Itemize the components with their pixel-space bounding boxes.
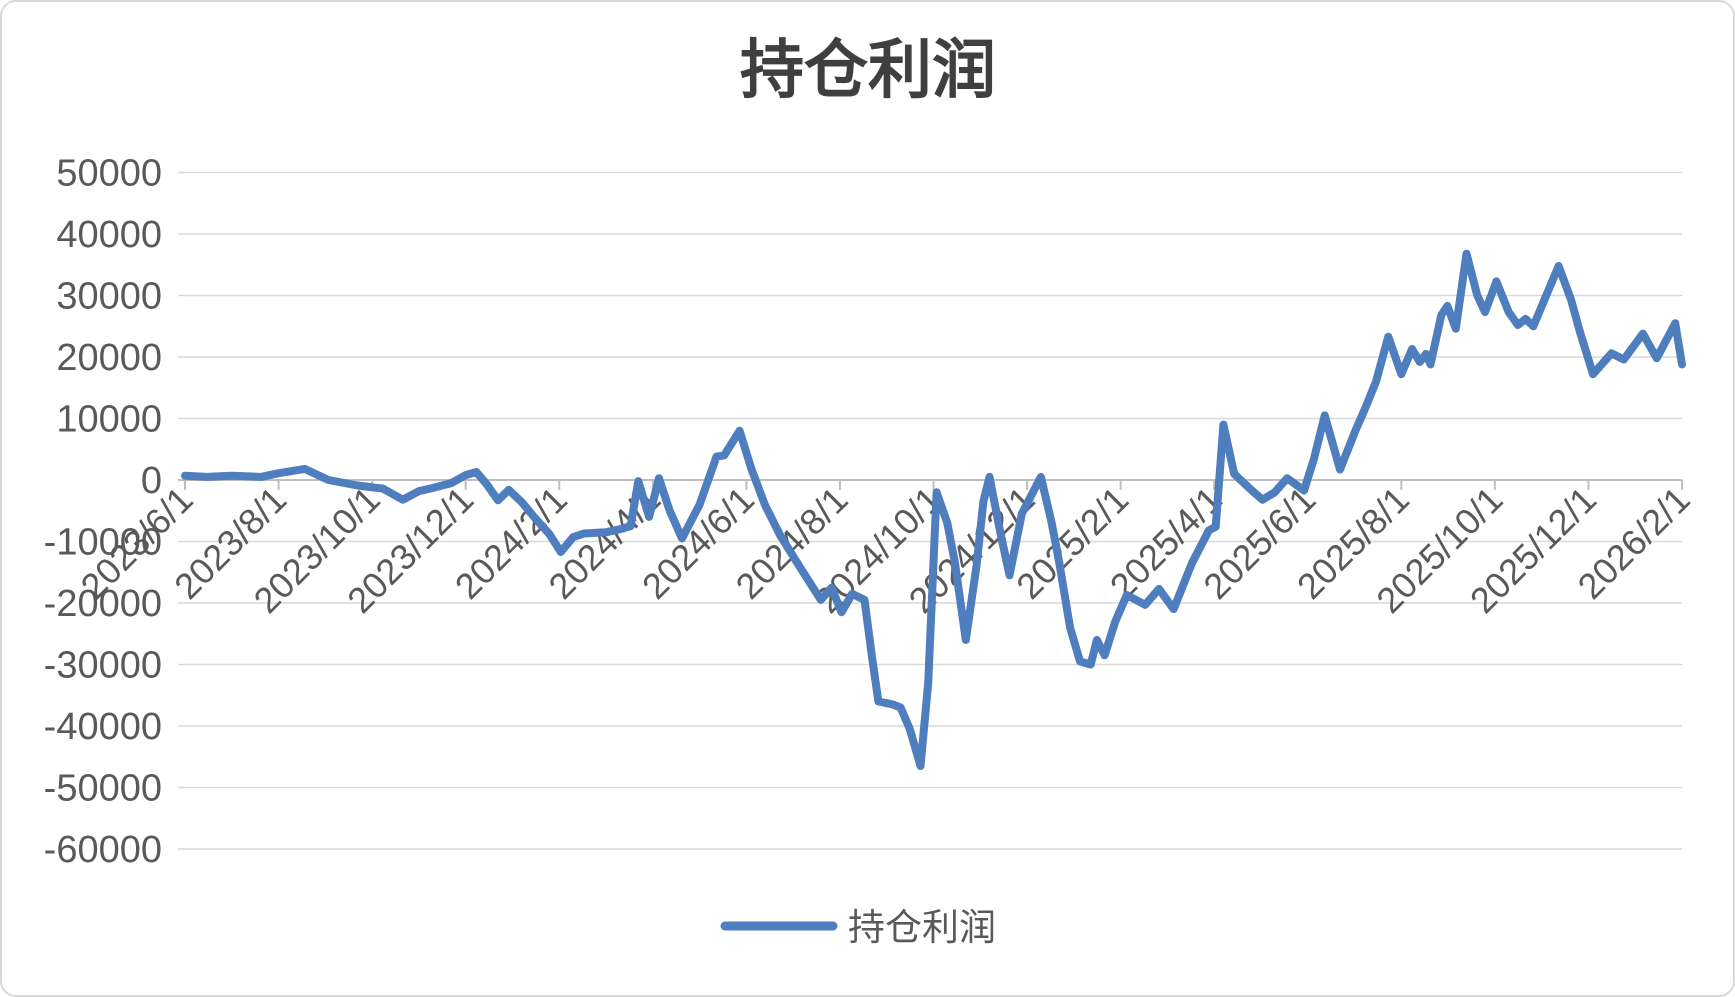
y-axis-tick-label: 20000 [56, 337, 162, 379]
legend-label: 持仓利润 [848, 906, 996, 949]
y-axis-tick-label: -10000 [44, 522, 162, 564]
legend: 持仓利润 [720, 906, 996, 949]
chart-title: 持仓利润 [740, 33, 996, 108]
y-axis-tick-label: -60000 [44, 829, 162, 871]
y-axis-tick-label: 0 [141, 460, 162, 502]
y-axis-tick-label: 10000 [56, 399, 162, 441]
y-axis-tick-label: -30000 [44, 645, 162, 687]
y-axis-tick-label: -50000 [44, 768, 162, 810]
axes: 50000 40000 30000 20000 10000 0 -10000 -20000 -3… [44, 153, 1698, 872]
y-axis-tick-label: 30000 [56, 276, 162, 318]
profit-line [181, 249, 1686, 770]
y-axis-tick-label: 40000 [56, 214, 162, 256]
y-axis-tick-label: -40000 [44, 706, 162, 748]
series [181, 249, 1686, 770]
y-axis-tick-label: 50000 [56, 153, 162, 195]
y-axis-tick-label: -20000 [44, 583, 162, 625]
